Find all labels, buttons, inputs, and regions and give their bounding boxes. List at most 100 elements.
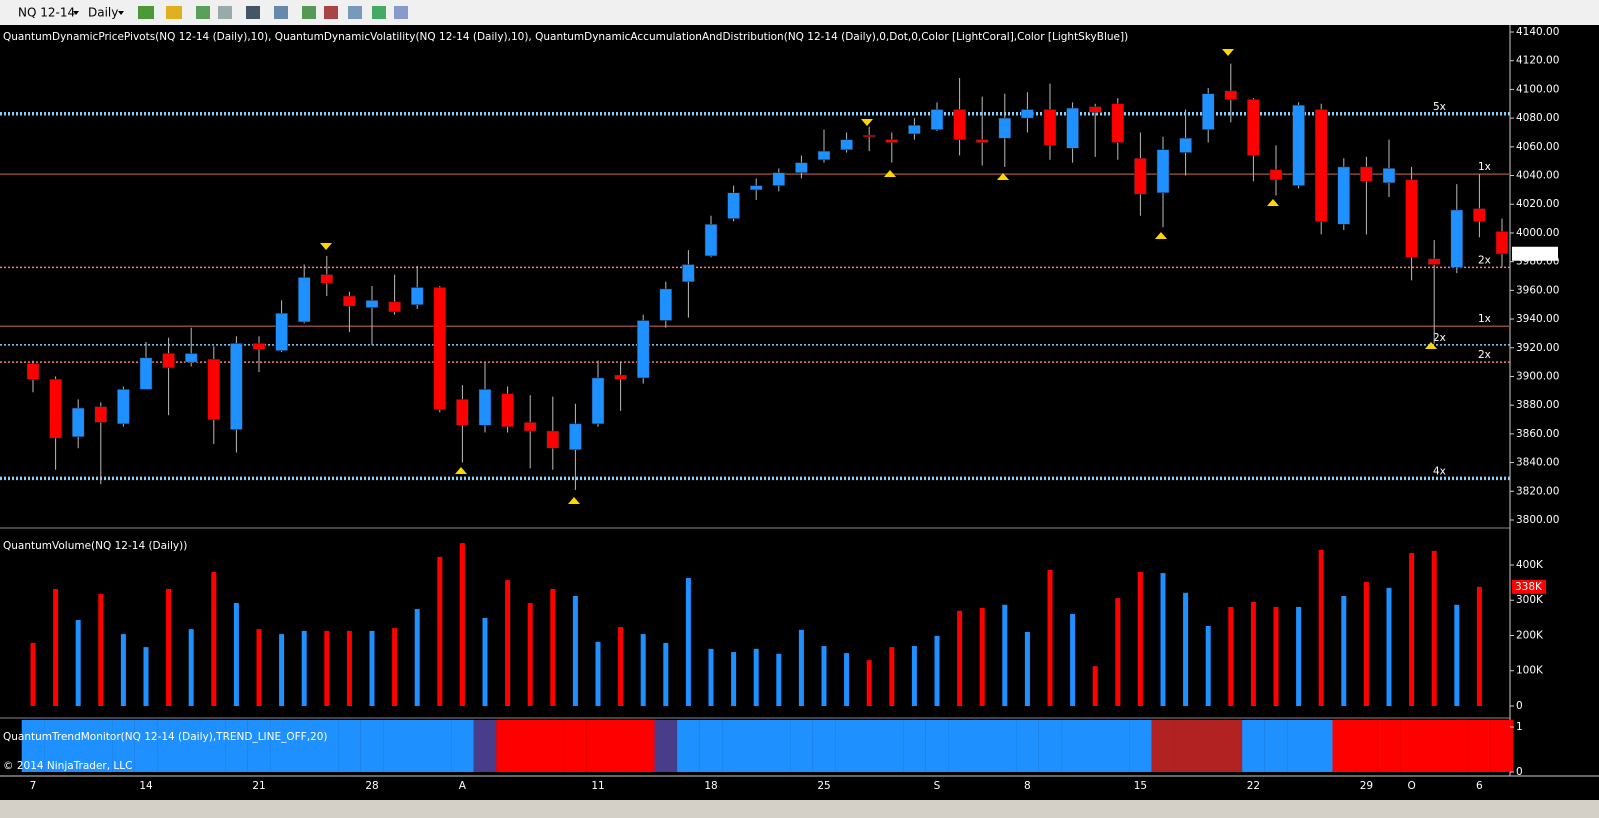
level-label: 1x xyxy=(1478,313,1491,325)
volume-bar xyxy=(1024,631,1030,706)
properties-button[interactable] xyxy=(324,6,338,19)
trend-segment xyxy=(1422,720,1446,772)
period[interactable]: Daily xyxy=(88,6,118,20)
last-volume-box xyxy=(1512,579,1546,594)
trend-segment xyxy=(699,720,723,772)
zoom-button[interactable] xyxy=(274,6,288,19)
candle-body xyxy=(343,295,356,307)
volume-bar xyxy=(1183,592,1189,706)
volume-bar xyxy=(1409,552,1415,706)
level-label: 2x xyxy=(1433,332,1446,344)
candle-body xyxy=(1405,179,1418,258)
volume-bar xyxy=(866,660,872,706)
trend-segment xyxy=(993,720,1017,772)
candle-body xyxy=(546,430,560,449)
candle-body xyxy=(614,374,627,380)
instrument-dropdown[interactable] xyxy=(10,3,80,22)
candle-body xyxy=(1337,166,1351,225)
trend-segment xyxy=(247,720,271,772)
toolbar xyxy=(0,0,1599,25)
volume-bar xyxy=(1341,595,1347,706)
trend-segment xyxy=(1151,720,1175,772)
x-tick-label: O xyxy=(1407,780,1415,792)
volume-bar xyxy=(1431,550,1437,706)
pivot-marker xyxy=(320,243,332,250)
y-tick-label: 4060.00 xyxy=(1516,141,1559,153)
candle-body xyxy=(1292,104,1305,186)
candle-body xyxy=(636,320,650,379)
trend-segment xyxy=(1083,720,1107,772)
trend-segment xyxy=(1196,720,1220,772)
trend-segment xyxy=(564,720,587,772)
volume-bar xyxy=(414,609,420,706)
volume-bar xyxy=(1476,586,1482,706)
volume-bar xyxy=(1454,604,1460,706)
y-tick-label: 3920.00 xyxy=(1516,342,1559,354)
candle-body xyxy=(659,288,673,321)
x-tick-label: 14 xyxy=(139,780,153,792)
volume-bar xyxy=(1205,625,1211,706)
cursor-button[interactable] xyxy=(246,6,260,19)
candle-body xyxy=(320,274,334,284)
trend-segment xyxy=(405,720,429,772)
trend-segment xyxy=(857,720,881,772)
pivot-marker xyxy=(455,467,467,474)
trend-segment xyxy=(970,720,994,772)
volume-bar xyxy=(1070,613,1076,706)
candle-body xyxy=(388,301,401,313)
trend-segment xyxy=(790,720,813,772)
data-box-button[interactable] xyxy=(302,6,316,19)
x-tick-label: A xyxy=(459,780,467,792)
volume-bar xyxy=(346,630,352,706)
candle-body xyxy=(930,109,944,130)
volume-bar xyxy=(821,646,827,706)
trend-segment xyxy=(1287,720,1310,772)
y-tick-label: 100K xyxy=(1516,665,1544,677)
trend-segment xyxy=(179,720,203,772)
candle-body xyxy=(569,423,582,450)
volume-bar xyxy=(527,603,533,706)
pivot-marker xyxy=(1425,342,1437,349)
trend-segment xyxy=(1445,720,1469,772)
x-tick-label: 28 xyxy=(365,780,378,792)
strategy-button[interactable] xyxy=(218,6,232,19)
export-button[interactable] xyxy=(372,6,386,19)
y-tick-label: 3860.00 xyxy=(1516,428,1559,440)
trend-segment xyxy=(112,720,135,772)
indicator-button[interactable] xyxy=(196,6,210,19)
window-button[interactable] xyxy=(394,6,408,19)
pivot-marker xyxy=(1222,49,1234,56)
candle-body xyxy=(998,117,1012,139)
chart-style-button[interactable] xyxy=(138,6,154,19)
trend-segment xyxy=(225,720,248,772)
volume-bar xyxy=(776,653,782,706)
volume-bar xyxy=(482,617,488,706)
level-label: 2x xyxy=(1478,349,1491,361)
draw-button[interactable] xyxy=(166,6,182,19)
x-tick-label: 7 xyxy=(30,780,37,792)
y-tick-label: 3880.00 xyxy=(1516,399,1559,411)
x-tick-label: 8 xyxy=(1024,780,1031,792)
volume-bar xyxy=(934,635,940,706)
candle-body xyxy=(975,139,989,143)
candle-body xyxy=(908,125,921,135)
trend-segment xyxy=(383,720,406,772)
instrument[interactable]: NQ 12-14 xyxy=(18,6,75,20)
volume-bar xyxy=(166,588,172,706)
candle-body xyxy=(139,357,153,390)
candle-body xyxy=(49,379,62,439)
toolbar-items: NQ 12-14 Daily xyxy=(10,3,408,22)
trend-segment xyxy=(925,720,949,772)
trend-segment xyxy=(451,720,474,772)
candle-body xyxy=(591,377,605,425)
volume-label: QuantumVolume(NQ 12-14 (Daily)) xyxy=(3,540,187,552)
copyright: © 2014 NinjaTrader, LLC xyxy=(3,760,132,772)
volume-bar xyxy=(618,627,624,706)
candle-body xyxy=(885,139,899,143)
volume-bar xyxy=(98,593,104,706)
volume-bar xyxy=(1318,549,1324,706)
template-button[interactable] xyxy=(348,6,362,19)
trend-segment xyxy=(202,720,226,772)
trend-segment xyxy=(292,720,316,772)
